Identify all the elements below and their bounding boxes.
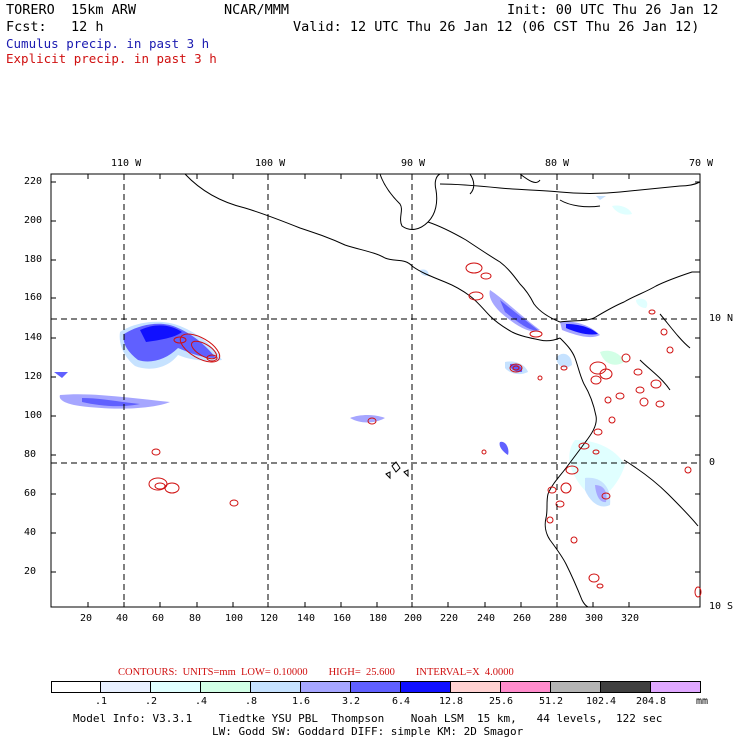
y-tick-label: 20 — [24, 566, 37, 577]
x-tick-label: 80 — [189, 613, 202, 624]
x-tick-label: 280 — [549, 613, 568, 624]
x-tick-label: 40 — [116, 613, 129, 624]
x-tick-label: 140 — [297, 613, 316, 624]
x-tick-label: 160 — [333, 613, 352, 624]
init-time: Init: 00 UTC Thu 26 Jan 12 — [507, 2, 719, 18]
legend-swatch — [151, 681, 201, 693]
y-tick-label: 180 — [24, 254, 43, 265]
y-tick-label: 100 — [24, 410, 43, 421]
legend-swatch — [651, 681, 701, 693]
lat-label-0: 0 — [709, 457, 716, 468]
legend-swatch — [301, 681, 351, 693]
legend-swatch — [451, 681, 501, 693]
x-tick-label: 20 — [80, 613, 93, 624]
y-tick-label: 40 — [24, 527, 37, 538]
model-title: TORERO 15km ARW — [6, 2, 137, 18]
legend-swatch — [601, 681, 651, 693]
x-tick-label: 60 — [152, 613, 165, 624]
legend-swatch — [51, 681, 101, 693]
legend-tick-label: 1.6 — [291, 696, 311, 707]
legend-tick-label: 204.8 — [635, 696, 667, 707]
legend-swatch — [401, 681, 451, 693]
axis-ticks — [51, 174, 700, 607]
y-tick-label: 220 — [24, 176, 43, 187]
lon-label-80w: 80 W — [545, 158, 570, 169]
x-tick-label: 100 — [225, 613, 244, 624]
x-tick-label: 240 — [477, 613, 496, 624]
legend-tick-label: 3.2 — [341, 696, 361, 707]
x-tick-label: 200 — [404, 613, 423, 624]
y-tick-label: 60 — [24, 488, 37, 499]
legend-tick-label: 25.6 — [488, 696, 514, 707]
legend-tick-label: 102.4 — [585, 696, 617, 707]
coastlines — [184, 173, 701, 608]
x-tick-label: 300 — [585, 613, 604, 624]
lat-label-10s: 10 S — [709, 601, 734, 612]
legend-tick-label: 51.2 — [538, 696, 564, 707]
physics-info: LW: Godd SW: Goddard DIFF: simple KM: 2D… — [212, 725, 524, 738]
y-tick-label: 140 — [24, 332, 43, 343]
y-tick-label: 80 — [24, 449, 37, 460]
explicit-precip-label: Explicit precip. in past 3 h — [6, 51, 217, 66]
legend-tick-label: .1 — [94, 696, 108, 707]
legend-unit: mm — [696, 696, 709, 707]
lon-label-70w: 70 W — [689, 158, 714, 169]
x-tick-label: 180 — [369, 613, 388, 624]
x-tick-label: 120 — [260, 613, 279, 624]
lat-lon-grid — [51, 174, 700, 607]
lon-label-110w: 110 W — [111, 158, 142, 169]
center-name: NCAR/MMM — [224, 2, 290, 18]
explicit-precip-contours — [148, 262, 702, 598]
valid-time: Valid: 12 UTC Thu 26 Jan 12 (06 CST Thu … — [293, 19, 700, 35]
map-frame — [50, 173, 701, 608]
lat-label-10n: 10 N — [709, 313, 734, 324]
legend-tick-label: .4 — [194, 696, 208, 707]
legend-swatch — [251, 681, 301, 693]
y-tick-label: 120 — [24, 371, 43, 382]
legend-swatch — [201, 681, 251, 693]
y-tick-label: 200 — [24, 215, 43, 226]
legend-tick-label: 12.8 — [438, 696, 464, 707]
legend-swatch — [501, 681, 551, 693]
legend-tick-label: 6.4 — [391, 696, 411, 707]
model-info: Model Info: V3.3.1 Tiedtke YSU PBL Thomp… — [73, 712, 663, 725]
legend-tick-label: .2 — [144, 696, 158, 707]
forecast-hour: Fcst: 12 h — [6, 19, 104, 35]
y-tick-label: 160 — [24, 292, 43, 303]
x-tick-label: 320 — [621, 613, 640, 624]
legend-swatch — [351, 681, 401, 693]
legend-swatch — [551, 681, 601, 693]
lon-label-90w: 90 W — [401, 158, 426, 169]
lon-label-100w: 100 W — [255, 158, 286, 169]
legend-tick-label: .8 — [244, 696, 258, 707]
x-tick-label: 220 — [440, 613, 459, 624]
legend-swatch — [101, 681, 151, 693]
x-tick-label: 260 — [513, 613, 532, 624]
contour-info: CONTOURS: UNITS=mm LOW= 0.10000 HIGH= 25… — [118, 667, 514, 678]
cumulus-precip-label: Cumulus precip. in past 3 h — [6, 36, 210, 51]
